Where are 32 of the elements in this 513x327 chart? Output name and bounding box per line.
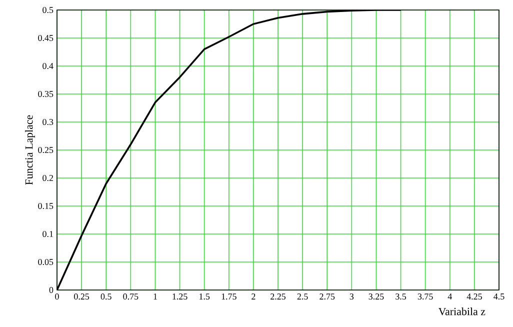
y-tick-label: 0.35 <box>38 90 54 98</box>
y-tick-label: 0.15 <box>38 202 54 210</box>
y-tick-label: 0.45 <box>38 34 54 42</box>
x-tick-label: 0.25 <box>74 294 90 300</box>
x-tick-label: 4.25 <box>466 294 482 300</box>
x-tick-label: 4.5 <box>494 294 504 300</box>
x-axis-title: Variabila z <box>438 308 486 316</box>
x-tick-label: 3.75 <box>418 294 433 300</box>
x-tick-label: 0.5 <box>100 294 112 300</box>
x-tick-label: 1.5 <box>200 294 210 300</box>
y-axis-title: Functia Laplace <box>25 115 35 185</box>
x-tick-label: 3 <box>350 294 354 300</box>
x-tick-label: 3.25 <box>368 294 384 300</box>
y-tick-label: 0 <box>49 286 54 294</box>
x-tick-label: 0 <box>55 294 59 300</box>
y-tick-label: 0.3 <box>42 118 54 126</box>
y-tick-label: 0.5 <box>42 6 54 14</box>
x-tick-label: 4 <box>448 294 452 300</box>
x-tick-label: 2 <box>252 294 256 300</box>
x-tick-label: 2.5 <box>297 294 308 300</box>
y-tick-label: 0.25 <box>38 146 54 154</box>
x-tick-label: 3.5 <box>396 294 406 300</box>
x-tick-label: 1 <box>154 294 157 300</box>
y-tick-label: 0.1 <box>42 230 53 238</box>
y-tick-label: 0.05 <box>38 258 54 266</box>
x-tick-label: 2.25 <box>270 294 286 300</box>
x-tick-label: 1.75 <box>222 294 236 300</box>
y-tick-label: 0.2 <box>42 174 53 182</box>
x-tick-label: 1.25 <box>172 294 188 300</box>
y-tick-label: 0.4 <box>42 62 54 70</box>
x-tick-label: 0.75 <box>123 294 138 300</box>
x-tick-label: 2.75 <box>320 294 335 300</box>
